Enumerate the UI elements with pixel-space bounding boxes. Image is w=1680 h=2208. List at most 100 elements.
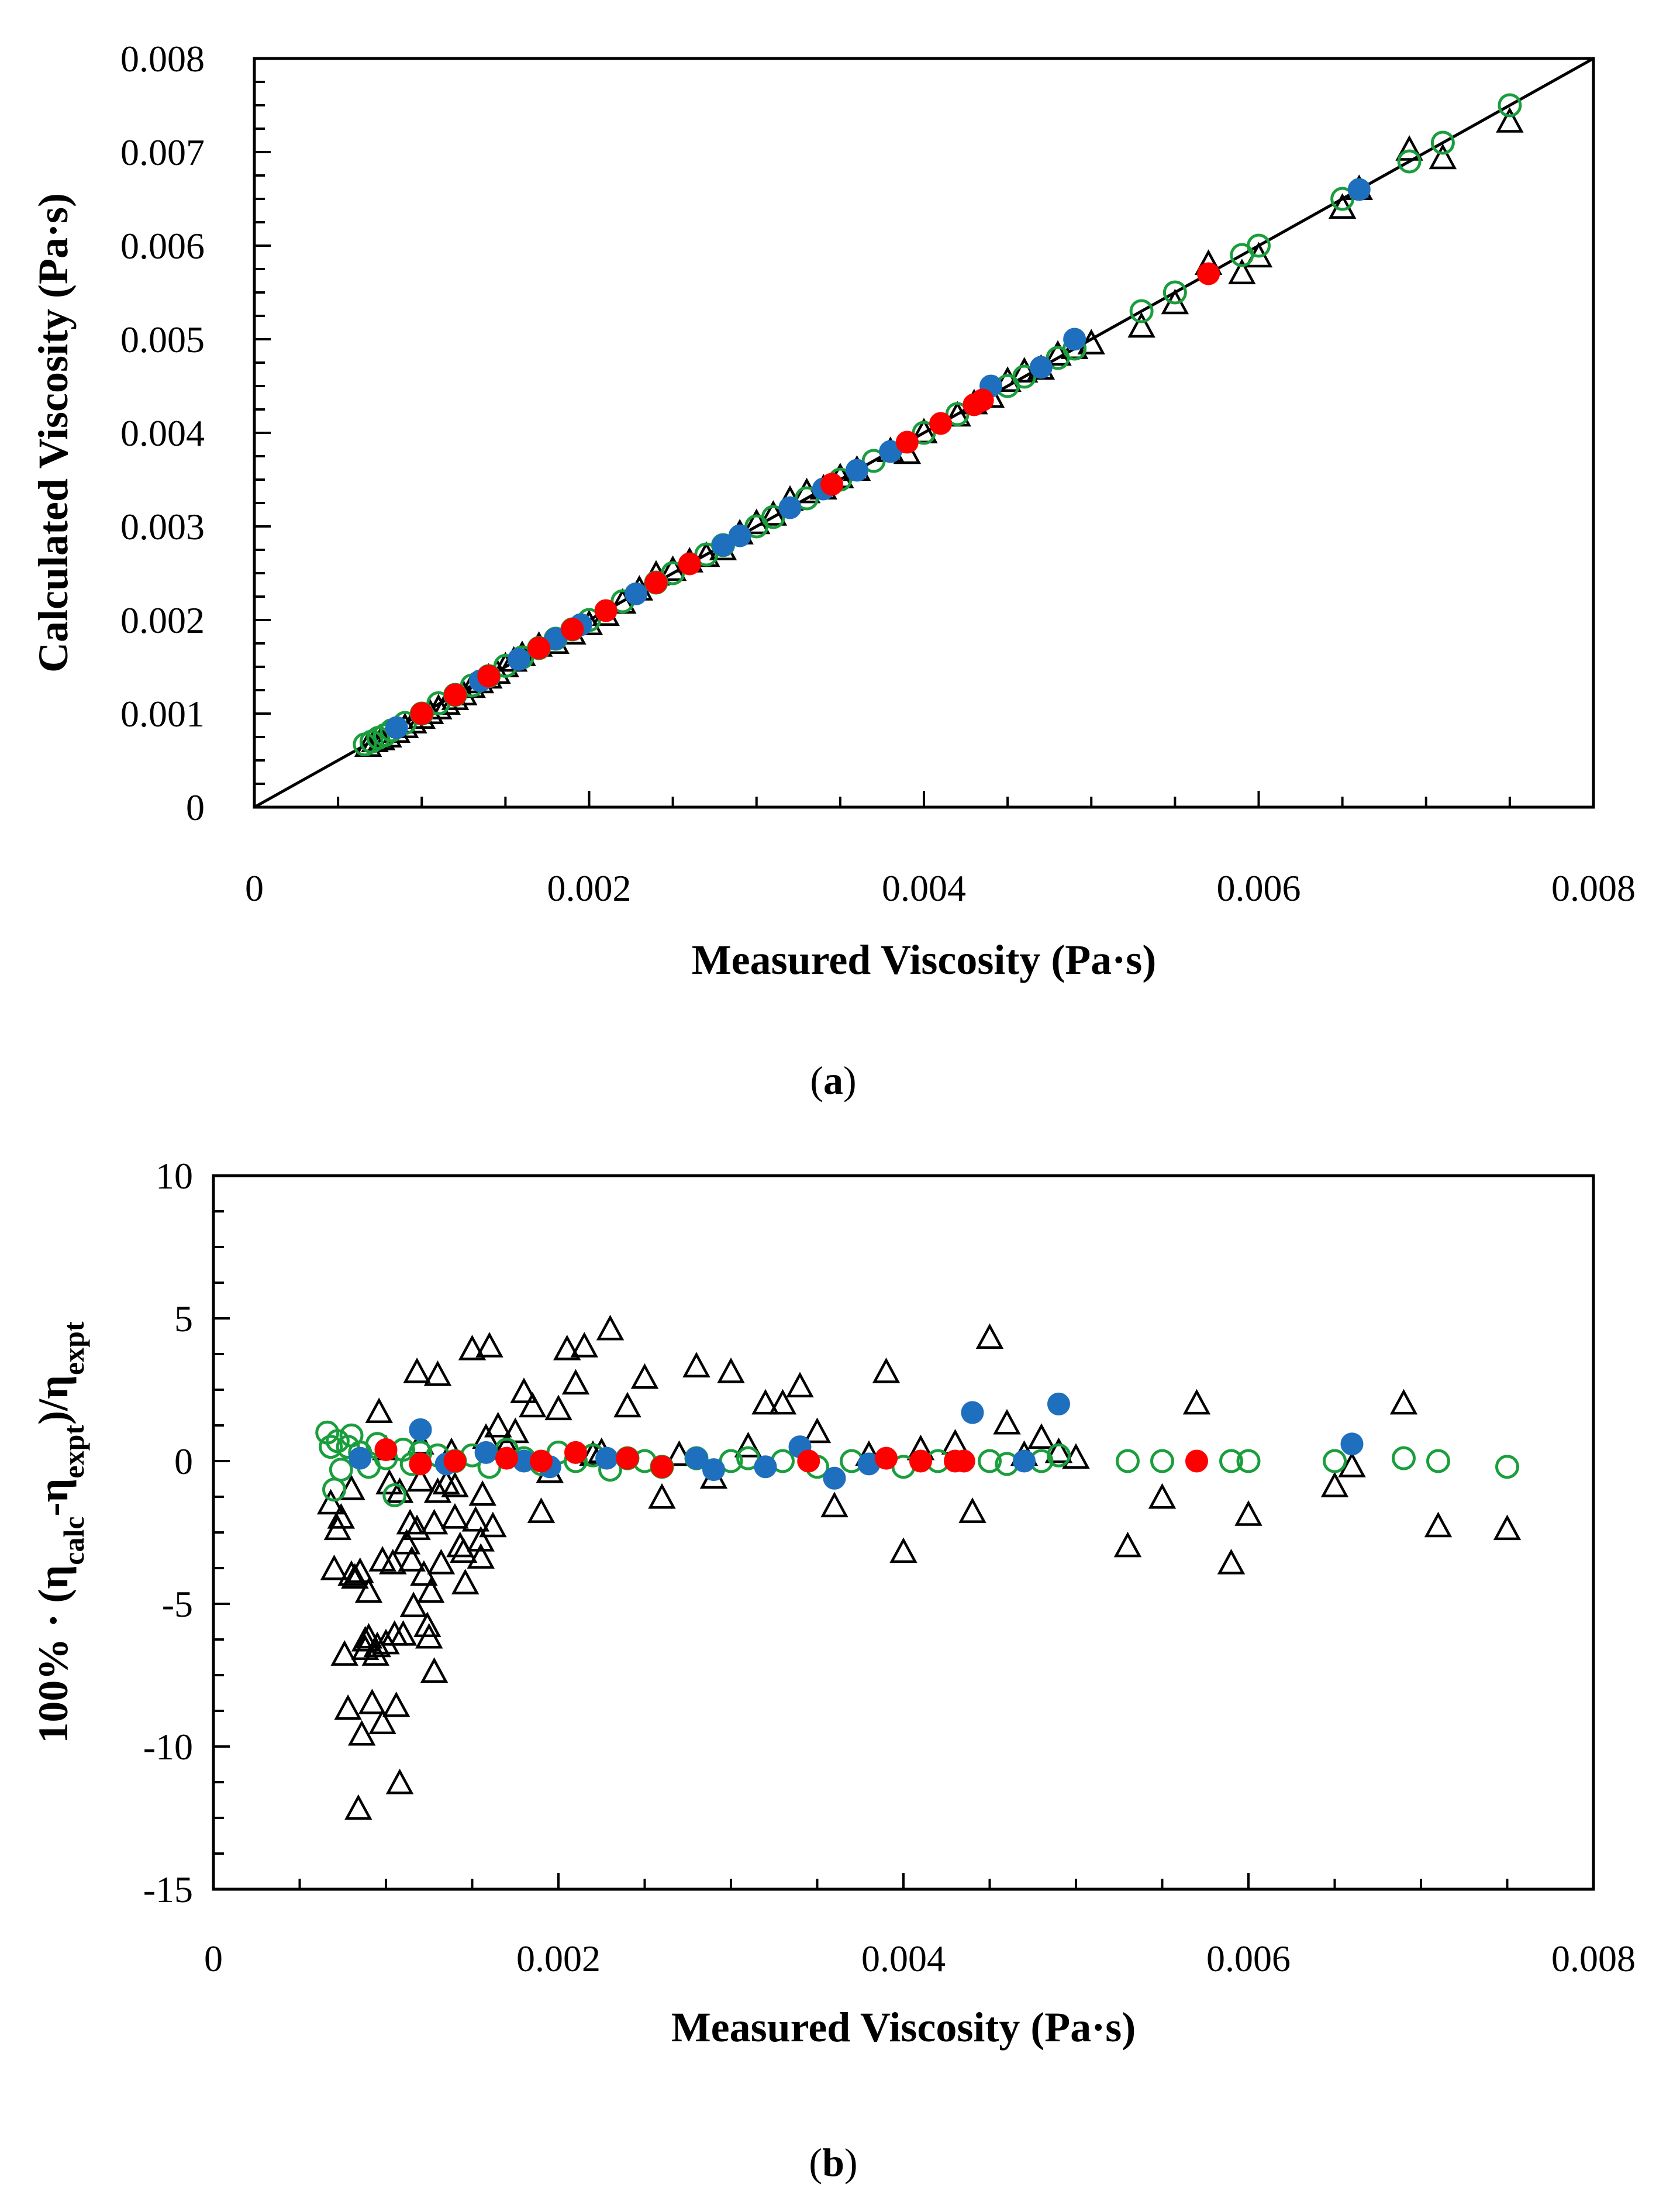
- y-tick-label: 0.008: [120, 38, 205, 80]
- y-tick-label: 0: [186, 787, 205, 828]
- triangle-point: [993, 1408, 1021, 1435]
- triangle-point: [1228, 259, 1256, 284]
- filled-dot-point: [754, 1455, 777, 1479]
- filled-dot-point: [1340, 1432, 1364, 1456]
- triangle-point: [385, 1768, 414, 1794]
- triangle-point: [596, 1314, 625, 1341]
- triangle-point: [475, 1332, 503, 1358]
- triangle-point: [381, 1620, 409, 1646]
- filled-dot-point: [1047, 1392, 1070, 1415]
- filled-dot-point: [702, 1458, 725, 1482]
- triangle-point: [1127, 312, 1155, 338]
- triangle-point: [344, 1794, 372, 1820]
- open-circle-point: [1162, 280, 1187, 305]
- filled-dot-point: [507, 647, 530, 671]
- filled-dot-point: [410, 702, 433, 725]
- y-axis-title-b: 100% · (ηcalc-ηexpt)/ηexpt: [30, 1321, 90, 1744]
- filled-dot-point: [385, 716, 408, 739]
- filled-dot-point: [778, 496, 802, 519]
- triangle-point: [347, 1720, 376, 1746]
- filled-dot-point: [564, 1441, 587, 1464]
- open-circle-point: [1236, 1449, 1261, 1473]
- tick-marks-a: [253, 57, 1595, 808]
- y-tick-label: 0.005: [120, 319, 205, 360]
- open-circle-point: [1430, 130, 1455, 155]
- tick-labels-b: 0 0.002 0.004 0.006 0.008 -15 -10 -5 0 5 10: [143, 1155, 1636, 1979]
- triangle-point: [406, 1466, 434, 1492]
- y-tick-label: -10: [143, 1726, 193, 1768]
- triangle-point: [396, 1508, 425, 1535]
- x-tick-label: 0.004: [882, 867, 966, 909]
- filled-dot-point: [444, 683, 467, 707]
- triangle-point: [392, 1528, 421, 1555]
- series-blue-dots: [385, 178, 1371, 739]
- triangle-point: [351, 1625, 380, 1652]
- filled-dot-point: [909, 1449, 932, 1473]
- triangle-point: [734, 1431, 763, 1458]
- series-blue-dots: [349, 1392, 1364, 1490]
- triangle-point: [427, 1548, 456, 1575]
- x-tick-label: 0.002: [516, 1938, 601, 1979]
- filled-dot-point: [1185, 1449, 1208, 1473]
- triangle-point: [759, 500, 788, 526]
- x-tick-label: 0: [245, 867, 264, 909]
- triangle-point: [1338, 1452, 1366, 1477]
- triangle-point: [413, 1611, 441, 1638]
- triangle-point: [330, 1640, 358, 1666]
- x-tick-label: 0.006: [1217, 867, 1301, 909]
- triangle-point: [786, 1372, 814, 1398]
- triangle-point: [420, 1508, 449, 1535]
- x-axis-title-a: Measured Viscosity (Pa·s): [692, 936, 1157, 983]
- filled-dot-point: [530, 1449, 553, 1473]
- filled-dot-point: [495, 1446, 518, 1470]
- triangle-point: [379, 1548, 407, 1575]
- y-tick-label: 0.006: [120, 225, 205, 267]
- x-tick-label: 0.006: [1206, 1938, 1291, 1979]
- triangle-point: [398, 1546, 426, 1572]
- triangle-point: [399, 1592, 427, 1617]
- y-tick-label: 0.007: [120, 132, 205, 173]
- filled-dot-point: [409, 1418, 432, 1441]
- triangle-point: [553, 1334, 581, 1360]
- filled-dot-point: [616, 1446, 639, 1470]
- triangle-point: [1027, 1423, 1055, 1449]
- open-circle-point: [1323, 1449, 1347, 1473]
- triangle-point: [1044, 340, 1072, 366]
- open-circle-point: [319, 1435, 343, 1459]
- open-circle-point: [329, 1458, 353, 1482]
- open-circle-point: [978, 1449, 1002, 1473]
- triangle-point: [958, 1497, 986, 1523]
- y-tick-label: 0.004: [120, 412, 205, 454]
- triangle-point: [320, 1554, 349, 1580]
- triangle-point: [561, 1369, 590, 1395]
- filled-dot-point: [1029, 356, 1053, 379]
- open-circle-point: [1219, 1449, 1243, 1473]
- triangle-point: [358, 1689, 387, 1714]
- open-circle-point: [382, 1483, 407, 1508]
- triangle-point: [354, 1577, 383, 1603]
- triangle-point: [375, 1469, 403, 1495]
- open-circle-point: [1426, 1449, 1450, 1473]
- filled-dot-point: [952, 1449, 975, 1473]
- open-circle-point: [1129, 299, 1154, 323]
- open-circle-point: [336, 1435, 360, 1459]
- triangle-point: [1113, 1531, 1142, 1558]
- triangle-point: [570, 1332, 598, 1358]
- triangle-point: [327, 1503, 356, 1529]
- triangle-point: [468, 1480, 496, 1506]
- y-axis-title-a: Calculated Viscosity (Pa·s): [30, 193, 77, 673]
- filled-dot-point: [644, 571, 668, 594]
- triangle-point: [451, 1569, 479, 1594]
- series-red-dots: [410, 262, 1220, 725]
- triangle-point: [441, 1503, 469, 1529]
- open-circle-point: [1150, 1449, 1174, 1473]
- triangle-point: [316, 1489, 345, 1515]
- panel-label-a: (a): [810, 1058, 856, 1103]
- filled-dot-point: [1063, 328, 1086, 351]
- y-tick-label: 0.003: [120, 506, 205, 547]
- triangle-point: [365, 1397, 393, 1424]
- filled-dot-point: [349, 1446, 372, 1470]
- triangle-point: [1320, 1472, 1349, 1497]
- panel-label-b: (b): [809, 2140, 857, 2185]
